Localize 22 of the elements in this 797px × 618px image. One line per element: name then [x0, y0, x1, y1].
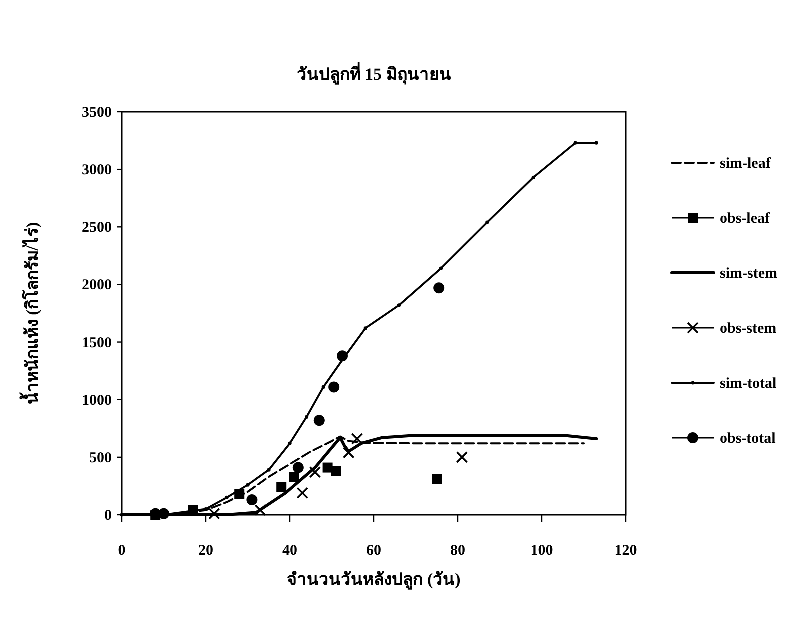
y-tick-label: 2000	[82, 278, 112, 294]
y-tick-label: 3500	[82, 105, 112, 121]
x-tick-label: 120	[614, 543, 638, 559]
legend-label: sim-total	[720, 376, 777, 392]
legend-label: obs-total	[720, 431, 776, 447]
legend-label: obs-leaf	[720, 211, 771, 227]
x-tick-label: 20	[198, 543, 214, 559]
xlabel: จำนวนวันหลังปลูก (วัน)	[287, 570, 461, 589]
x-tick-label: 80	[450, 543, 466, 559]
y-tick-label: 1000	[82, 392, 112, 409]
y-tick-label: 0	[104, 508, 112, 524]
y-tick-label: 2500	[82, 220, 112, 236]
x-tick-label: 40	[282, 543, 298, 559]
x-tick-label: 0	[118, 543, 126, 559]
legend-label: obs-stem	[720, 321, 778, 337]
x-tick-label: 100	[530, 543, 554, 559]
legend-label: sim-leaf	[720, 156, 772, 172]
y-tick-label: 1500	[82, 335, 112, 352]
y-tick-label: 500	[90, 450, 112, 466]
y-tick-label: 3000	[82, 162, 112, 179]
x-tick-label: 60	[366, 543, 382, 559]
legend-label: sim-stem	[720, 266, 778, 282]
